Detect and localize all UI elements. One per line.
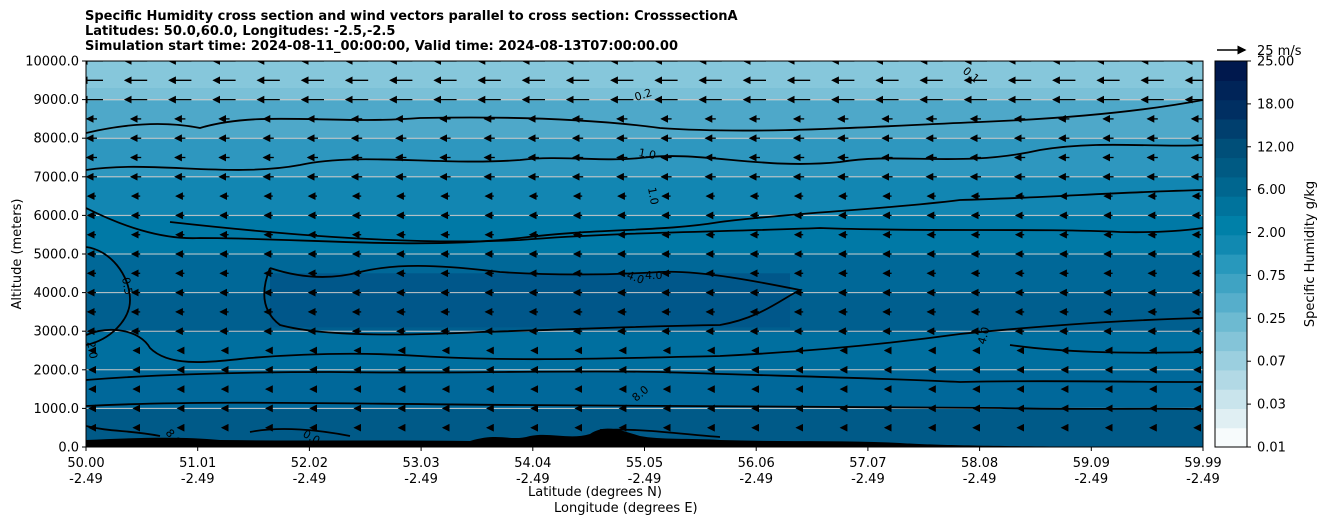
colorbar-swatch (1215, 292, 1247, 313)
colorbar-swatch (1215, 196, 1247, 216)
colorbar-swatch (1215, 408, 1247, 429)
x-axis-label-latitude: Latitude (degrees N) (528, 485, 662, 500)
contour-line-10 (86, 246, 131, 346)
colorbar-swatch (1215, 369, 1247, 390)
colorbar-tick-label: 12.00 (1257, 140, 1294, 155)
colorbar-tick-label: 6.00 (1257, 183, 1286, 198)
y-axis-label: Altitude (meters) (10, 199, 25, 310)
y-tick-label: 9000.0 (34, 93, 80, 108)
x-tick-label-lon: -2.49 (69, 472, 103, 487)
x-tick-label-lon: -2.49 (1186, 472, 1220, 487)
x-tick-label-lon: -2.49 (628, 472, 662, 487)
x-axis: 50.00-2.4951.01-2.4952.02-2.4953.03-2.49… (67, 447, 1222, 487)
x-tick-label-lon: -2.49 (963, 472, 997, 487)
terrain-silhouette (86, 428, 1203, 447)
x-tick-label-lon: -2.49 (293, 472, 327, 487)
colorbar-swatch (1215, 254, 1247, 274)
contour-label: 1.0 (637, 146, 656, 162)
x-tick-label-lat: 52.02 (291, 456, 328, 471)
wind-vectors (86, 61, 1203, 432)
x-axis-label-longitude: Longitude (degrees E) (554, 501, 698, 516)
contour-label: 4.0 (645, 269, 663, 282)
y-tick-label: 3000.0 (34, 325, 80, 340)
colorbar: 0.01 0.03 0.07 0.25 0.75 2.00 6.00 12.00 18.00 25… (1214, 55, 1294, 456)
colorbar-label: Specific Humidity g/kg (1303, 181, 1318, 327)
humidity-band-2 (86, 331, 1203, 371)
humidity-core-moist (270, 273, 790, 328)
chart-title-line-1: Specific Humidity cross section and wind… (85, 9, 738, 24)
contour-line-7 (86, 370, 1203, 383)
x-tick-label-lon: -2.49 (404, 472, 438, 487)
contour-label: 4.0 (625, 269, 646, 287)
y-tick-label: 10000.0 (25, 55, 79, 70)
y-tick-label: 2000.0 (34, 363, 80, 378)
contour-line-2 (86, 189, 1203, 245)
colorbar-swatch (1215, 234, 1247, 255)
contour-label: 2.0 (84, 340, 100, 359)
colorbar-swatch (1215, 61, 1247, 81)
y-tick-label: 0.0 (58, 441, 79, 456)
y-tick-label: 1000.0 (34, 402, 80, 417)
y-tick-label: 7000.0 (34, 170, 80, 185)
colorbar-swatch (1215, 311, 1247, 332)
contour-label: 0.5 (119, 276, 135, 295)
colorbar-frame (1214, 60, 1248, 448)
colorbar-tick-label: 2.00 (1257, 226, 1286, 241)
colorbar-tick-label: 0.75 (1257, 269, 1286, 284)
x-tick-label-lat: 50.00 (67, 456, 104, 471)
colorbar-swatch (1215, 80, 1247, 101)
x-tick-label-lat: 56.06 (738, 456, 775, 471)
colorbar-swatch (1215, 176, 1247, 197)
y-tick-label: 4000.0 (34, 286, 80, 301)
x-tick-label-lat: 54.04 (514, 456, 551, 471)
colorbar-tick-label: 25.00 (1257, 55, 1294, 70)
colorbar-swatch (1215, 273, 1247, 294)
x-tick-label-lon: -2.49 (516, 472, 550, 487)
x-tick-label-lon: -2.49 (851, 472, 885, 487)
x-tick-label-lon: -2.49 (181, 472, 215, 487)
x-tick-label-lat: 59.99 (1184, 456, 1221, 471)
colorbar-swatch (1215, 157, 1247, 178)
contour-label: 1.0 (645, 186, 661, 205)
humidity-dry-top (86, 61, 1203, 89)
contour-line-3 (169, 221, 1203, 243)
humidity-band-5 (86, 215, 1203, 255)
colorbar-swatch (1215, 99, 1247, 120)
colorbar-tick-label: 0.07 (1257, 355, 1286, 370)
x-tick-label-lat: 59.09 (1073, 456, 1110, 471)
colorbar-swatch (1215, 138, 1247, 159)
contour-line-1 (86, 143, 1203, 171)
y-axis: 0.0 1000.0 2000.0 3000.0 4000.0 5000.0 6000.0 7… (25, 55, 86, 456)
x-tick-label-lon: -2.49 (1074, 472, 1108, 487)
chart-title-line-2: Latitudes: 50.0,60.0, Longitudes: -2.5,-… (85, 24, 396, 39)
wind-key: 25 m/s (1217, 44, 1302, 59)
colorbar-swatch (1215, 215, 1247, 236)
x-tick-label-lat: 58.08 (961, 456, 998, 471)
contour-label: 4.0 (975, 326, 992, 346)
colorbar-tick-label: 0.03 (1257, 398, 1286, 413)
x-tick-label-lon: -2.49 (739, 472, 773, 487)
x-tick-label-lat: 51.01 (179, 456, 216, 471)
colorbar-swatch (1215, 350, 1247, 371)
colorbar-tick-label: 0.25 (1257, 312, 1286, 327)
colorbar-swatch (1215, 118, 1247, 139)
colorbar-tick-label: 18.00 (1257, 97, 1294, 112)
humidity-contours (86, 99, 1203, 438)
y-tick-label: 6000.0 (34, 209, 80, 224)
colorbar-tick-label: 0.01 (1257, 441, 1286, 456)
chart-title-line-3: Simulation start time: 2024-08-11_00:00:… (85, 39, 678, 54)
colorbar-swatch (1215, 389, 1247, 409)
colorbar-swatch (1215, 427, 1247, 448)
x-tick-label-lat: 55.05 (626, 456, 663, 471)
x-tick-label-lat: 57.07 (849, 456, 886, 471)
y-tick-label: 5000.0 (34, 248, 80, 263)
contour-label: 0.2 (633, 86, 654, 104)
x-tick-label-lat: 53.03 (402, 456, 439, 471)
contour-line-6 (1009, 344, 1203, 354)
colorbar-swatch (1215, 331, 1247, 352)
y-tick-label: 8000.0 (34, 132, 80, 147)
terrain (86, 428, 1203, 447)
wind-key-label: 25 m/s (1257, 44, 1302, 59)
